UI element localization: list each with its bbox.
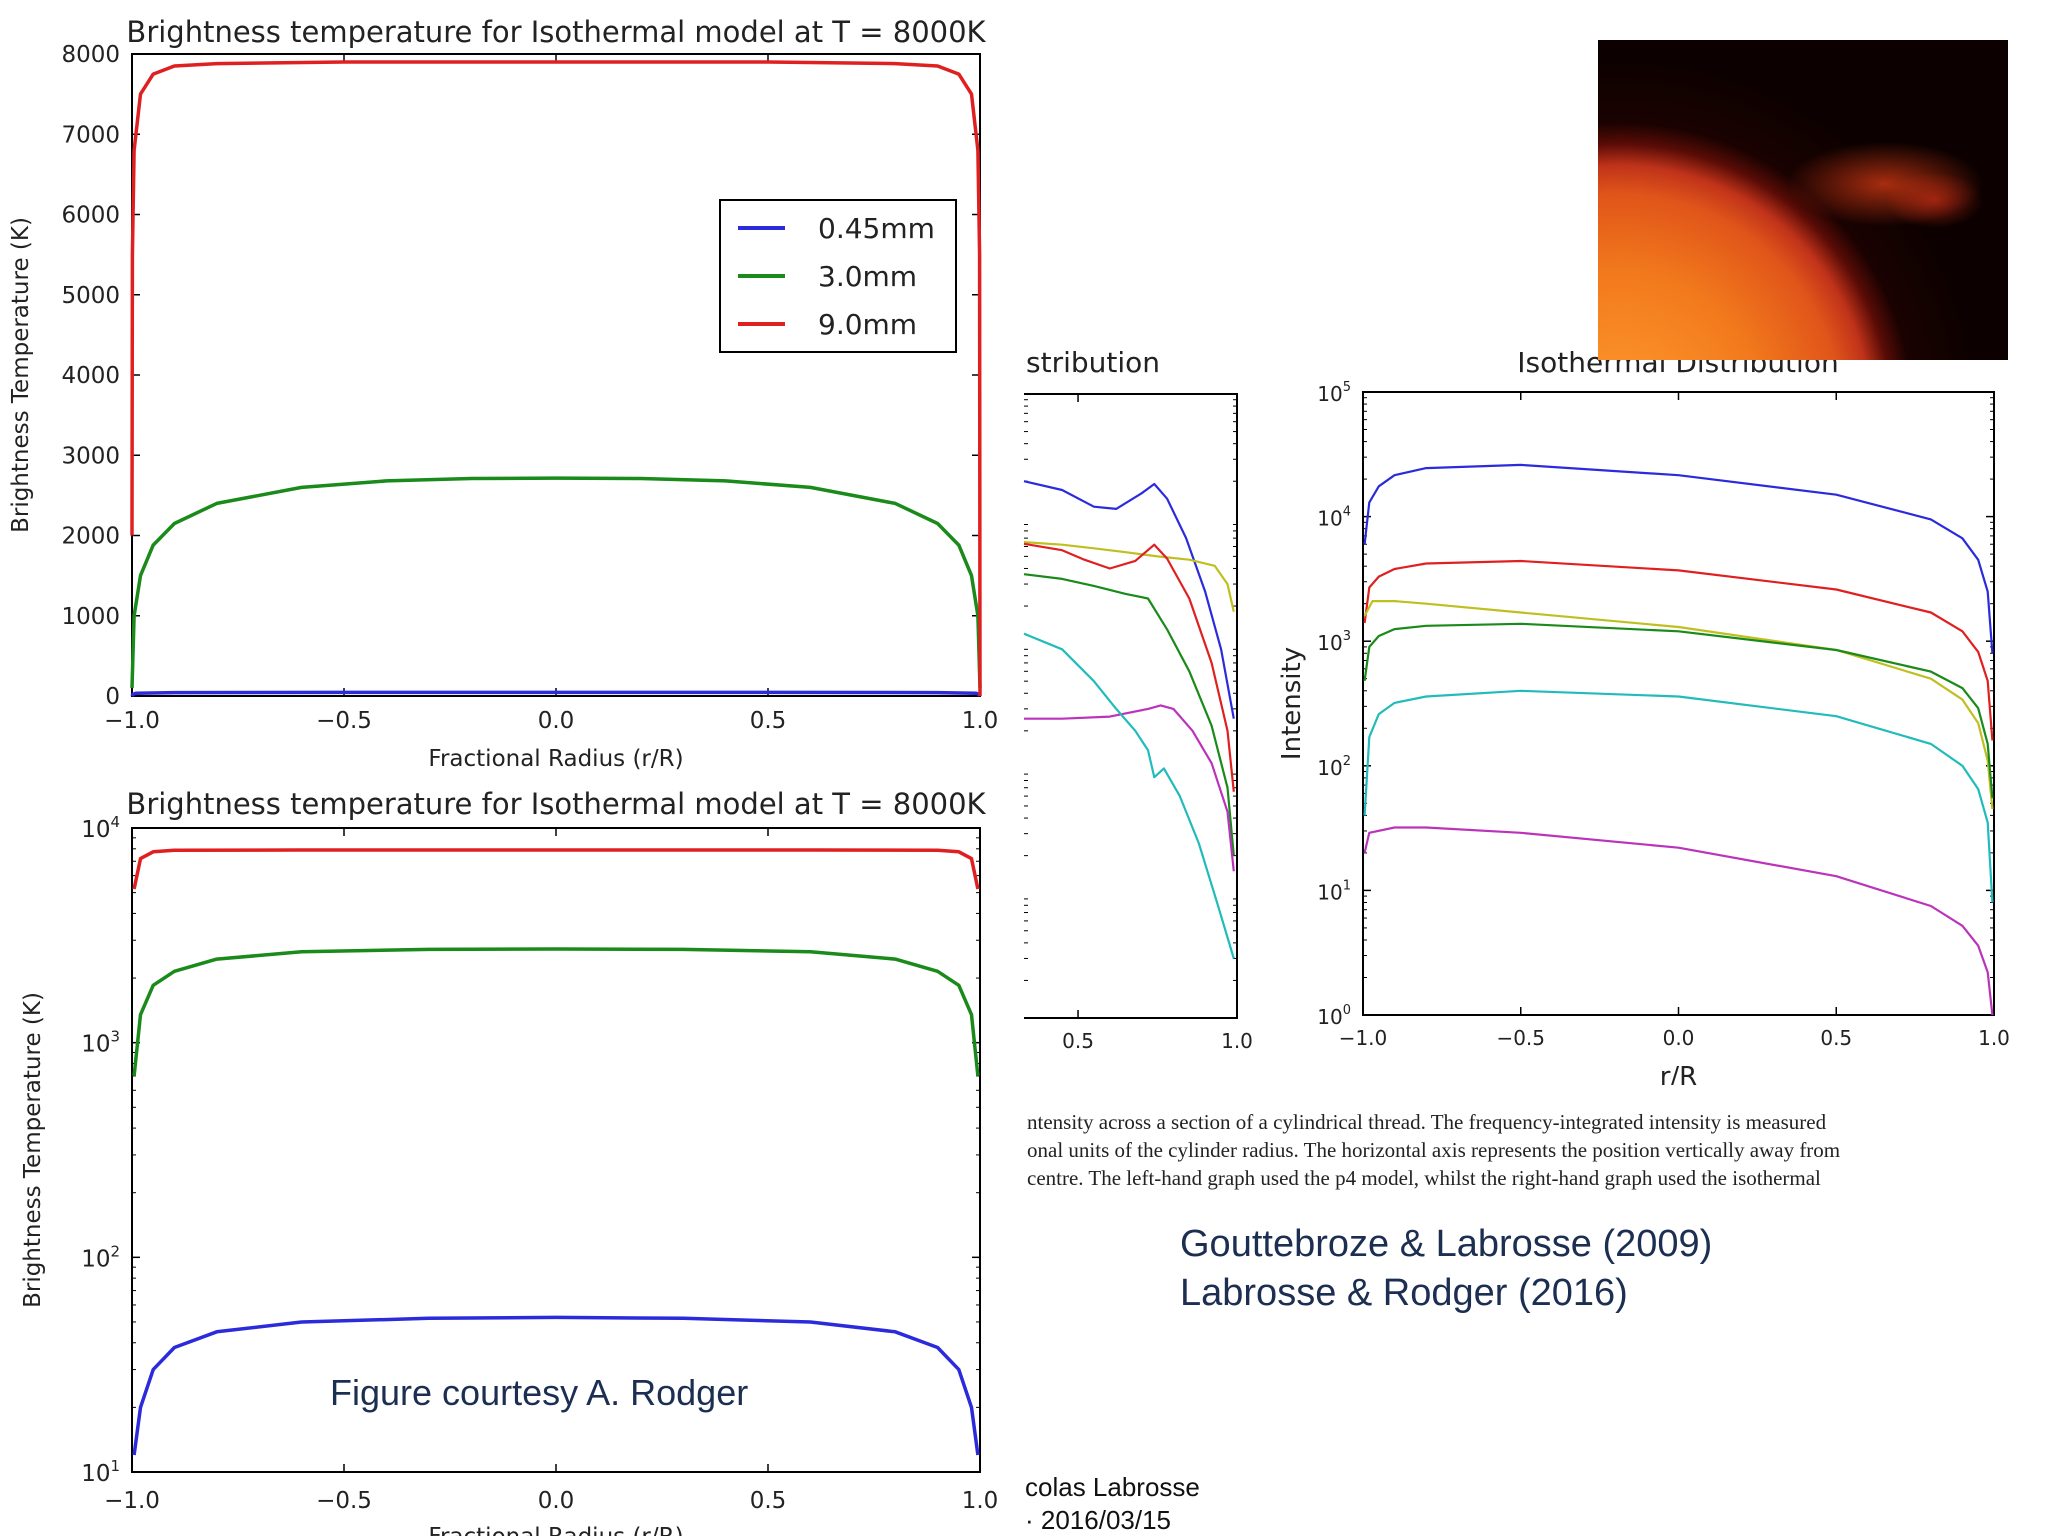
y-tick-label: 102 <box>1317 754 1351 780</box>
chart-p4-distribution-cropped: 0.5 1.0 stribution <box>1023 346 1253 1053</box>
footer-author: colas Labrosse <box>1025 1472 1200 1502</box>
reference-2: Labrosse & Rodger (2016) <box>1180 1272 1628 1314</box>
y-tick-label: 5000 <box>61 283 120 309</box>
y-axis-label: Brightness Temperature (K) <box>20 992 46 1308</box>
x-axis-label: Fractional Radius (r/R) <box>428 746 683 772</box>
plot-frame <box>1024 393 1238 1019</box>
y-axis-label: Brightness Temperature (K) <box>8 217 34 533</box>
series-line-1 <box>132 1315 980 1456</box>
caption-line-1: ntensity across a section of a cylindric… <box>1027 1110 1827 1134</box>
x-tick-label: −1.0 <box>1339 1026 1388 1050</box>
series-line-4 <box>1363 622 1994 799</box>
plot-frame <box>1362 391 1995 1016</box>
series-line-6 <box>1023 632 1235 959</box>
chart-title: Brightness temperature for Isothermal mo… <box>126 790 986 821</box>
series-line-5 <box>1024 704 1235 872</box>
y-tick-label: 105 <box>1317 380 1351 406</box>
legend-label: 9.0mm <box>818 308 917 341</box>
y-tick-label: 6000 <box>61 203 120 229</box>
x-tick-label: 0.5 <box>1062 1029 1094 1053</box>
y-tick-label: 0 <box>105 684 120 710</box>
chart-isothermal-distribution: −1.0 −0.5 0.0 0.5 1.0100101102103104105Isoth… <box>1277 346 2010 1085</box>
y-tick-label: 1000 <box>61 604 120 630</box>
x-tick-label: −0.5 <box>316 1488 372 1514</box>
y-tick-label: 103 <box>1317 629 1351 655</box>
x-tick-label: 0.5 <box>1820 1026 1852 1050</box>
series-line-2 <box>1363 559 1994 741</box>
series-line-1 <box>1023 480 1235 719</box>
y-tick-label: 7000 <box>61 122 120 148</box>
chart-brightness-log: −1.0 −0.5 0.0 0.5 1.0101102103104Brightness … <box>20 790 999 1536</box>
series-line-3 <box>132 848 980 890</box>
x-tick-label: 0.0 <box>1663 1026 1695 1050</box>
legend-label: 0.45mm <box>818 212 935 245</box>
series-line-3 <box>1363 600 1994 810</box>
series-line-3 <box>130 60 982 697</box>
y-tick-label: 4000 <box>61 363 120 389</box>
x-tick-label: 0.5 <box>750 1488 787 1514</box>
x-tick-label: −1.0 <box>104 1488 160 1514</box>
series-line-3 <box>1023 542 1235 792</box>
series-line-4 <box>1023 573 1235 856</box>
series-line-2 <box>132 947 980 1077</box>
chart-title: Brightness temperature for Isothermal mo… <box>126 15 986 49</box>
series-line-5 <box>1363 689 1994 903</box>
y-tick-label: 8000 <box>61 42 120 68</box>
x-axis-label: Fractional Radius (r/R) <box>428 1524 683 1536</box>
legend-label: 3.0mm <box>818 260 917 293</box>
chart-title: stribution <box>1026 346 1160 379</box>
x-tick-label: 0.0 <box>538 1488 575 1514</box>
y-tick-label: 2000 <box>61 524 120 550</box>
series-line-1 <box>130 690 982 697</box>
x-tick-label: −1.0 <box>104 708 160 734</box>
figure-courtesy: Figure courtesy A. Rodger <box>330 1372 749 1413</box>
series-line-2 <box>130 476 982 689</box>
y-tick-label: 103 <box>81 1028 120 1058</box>
references: Gouttebroze & Labrosse (2009) Labrosse &… <box>1180 1220 1712 1318</box>
chart-brightness-linear: −1.0 −0.5 0.0 0.5 1.0 0 1000 2000 3000 4000 5000 60… <box>8 15 999 772</box>
x-tick-label: −0.5 <box>1496 1026 1545 1050</box>
x-tick-label: −0.5 <box>316 708 372 734</box>
slide-footer: colas Labrosse · 2016/03/15 <box>1025 1471 1200 1537</box>
y-tick-label: 104 <box>1317 505 1351 531</box>
plot-frame <box>131 53 981 697</box>
caption-line-2: onal units of the cylinder radius. The h… <box>1027 1138 1841 1162</box>
x-tick-label: 0.0 <box>538 708 575 734</box>
figure-caption: ntensity across a section of a cylindric… <box>1027 1108 2022 1192</box>
y-tick-label: 101 <box>81 1457 120 1487</box>
solar-prominence-image <box>1598 40 2008 360</box>
caption-line-3: centre. The left-hand graph used the p4 … <box>1027 1166 1821 1190</box>
x-tick-label: 1.0 <box>1978 1026 2010 1050</box>
series-line-1 <box>1363 463 1994 654</box>
y-tick-label: 3000 <box>61 443 120 469</box>
series-line-6 <box>1363 826 1994 1016</box>
footer-date: · 2016/03/15 <box>1025 1505 1172 1535</box>
reference-1: Gouttebroze & Labrosse (2009) <box>1180 1223 1713 1265</box>
y-tick-label: 104 <box>81 813 120 843</box>
x-tick-label: 1.0 <box>962 708 999 734</box>
y-tick-label: 100 <box>1317 1003 1351 1029</box>
x-tick-label: 1.0 <box>1221 1029 1253 1053</box>
y-axis-label: Intensity <box>1277 647 1307 760</box>
x-tick-label: 0.5 <box>750 708 787 734</box>
y-tick-label: 102 <box>81 1242 120 1272</box>
y-tick-label: 101 <box>1317 878 1351 904</box>
series-line-2 <box>1023 541 1235 612</box>
x-axis-label: r/R <box>1660 1062 1698 1085</box>
x-tick-label: 1.0 <box>962 1488 999 1514</box>
